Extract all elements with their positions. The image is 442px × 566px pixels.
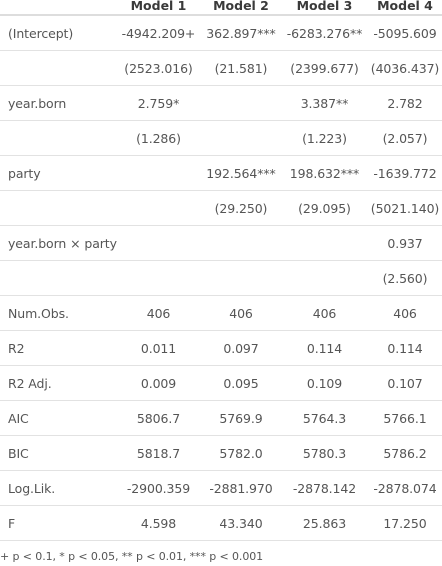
table-cell: 5764.3 xyxy=(281,401,368,436)
table-cell: 2.759* xyxy=(116,86,201,121)
table-cell: 0.109 xyxy=(281,366,368,401)
table-cell: 0.011 xyxy=(116,331,201,366)
table-cell: (2523.016) xyxy=(116,51,201,86)
table-cell: (1.223) xyxy=(281,121,368,156)
row-label: R2 Adj. xyxy=(0,366,116,401)
table-row: (29.250) (29.095) (5021.140) xyxy=(0,191,442,226)
row-label xyxy=(0,261,116,296)
table-cell xyxy=(201,226,281,261)
table-cell: 0.009 xyxy=(116,366,201,401)
table-row: AIC 5806.7 5769.9 5764.3 5766.1 xyxy=(0,401,442,436)
table-cell: 0.114 xyxy=(281,331,368,366)
row-label: party xyxy=(0,156,116,191)
table-cell: 406 xyxy=(116,296,201,331)
table-cell: 43.340 xyxy=(201,506,281,541)
header-stub xyxy=(0,0,116,15)
table-cell: 406 xyxy=(201,296,281,331)
table-cell: -1639.772 xyxy=(368,156,442,191)
table-cell: 406 xyxy=(281,296,368,331)
table-cell: 198.632*** xyxy=(281,156,368,191)
row-label: BIC xyxy=(0,436,116,471)
table-row: R2 Adj. 0.009 0.095 0.109 0.107 xyxy=(0,366,442,401)
table-row: (2.560) xyxy=(0,261,442,296)
table-cell: (29.095) xyxy=(281,191,368,226)
table-cell: 406 xyxy=(368,296,442,331)
table-cell: 3.387** xyxy=(281,86,368,121)
table-cell: 5766.1 xyxy=(368,401,442,436)
table-row: Num.Obs. 406 406 406 406 xyxy=(0,296,442,331)
table-cell: 192.564*** xyxy=(201,156,281,191)
table-cell: -6283.276** xyxy=(281,15,368,51)
header-model-4: Model 4 xyxy=(368,0,442,15)
row-label: (Intercept) xyxy=(0,15,116,51)
table-row: F 4.598 43.340 25.863 17.250 xyxy=(0,506,442,541)
table-cell: -2900.359 xyxy=(116,471,201,506)
row-label xyxy=(0,191,116,226)
table-row: (Intercept) -4942.209+ 362.897*** -6283.… xyxy=(0,15,442,51)
row-label: Num.Obs. xyxy=(0,296,116,331)
table-cell: -2878.142 xyxy=(281,471,368,506)
table-row: year.born × party 0.937 xyxy=(0,226,442,261)
table-cell: (2.057) xyxy=(368,121,442,156)
table-cell: 25.863 xyxy=(281,506,368,541)
table-cell: (2399.677) xyxy=(281,51,368,86)
table-cell xyxy=(201,261,281,296)
table-cell: 362.897*** xyxy=(201,15,281,51)
significance-footnote: + p < 0.1, * p < 0.05, ** p < 0.01, *** … xyxy=(0,550,263,563)
table-cell: 0.095 xyxy=(201,366,281,401)
table-cell: 5782.0 xyxy=(201,436,281,471)
table-cell xyxy=(201,86,281,121)
table-cell: (29.250) xyxy=(201,191,281,226)
table-cell xyxy=(116,261,201,296)
table-cell: 2.782 xyxy=(368,86,442,121)
row-label: year.born × party xyxy=(0,226,116,261)
table-cell: (2.560) xyxy=(368,261,442,296)
table-cell xyxy=(116,226,201,261)
row-label: Log.Lik. xyxy=(0,471,116,506)
table-row: R2 0.011 0.097 0.114 0.114 xyxy=(0,331,442,366)
table-cell: 5780.3 xyxy=(281,436,368,471)
table-cell: 0.114 xyxy=(368,331,442,366)
row-label: R2 xyxy=(0,331,116,366)
table-row: year.born 2.759* 3.387** 2.782 xyxy=(0,86,442,121)
table-cell: 5806.7 xyxy=(116,401,201,436)
header-model-1: Model 1 xyxy=(116,0,201,15)
table-row: Log.Lik. -2900.359 -2881.970 -2878.142 -… xyxy=(0,471,442,506)
table-cell: 5786.2 xyxy=(368,436,442,471)
table-cell xyxy=(116,191,201,226)
table-cell: 0.107 xyxy=(368,366,442,401)
table-row: (2523.016) (21.581) (2399.677) (4036.437… xyxy=(0,51,442,86)
table-cell: -2881.970 xyxy=(201,471,281,506)
table-cell: (21.581) xyxy=(201,51,281,86)
regression-table: Model 1 Model 2 Model 3 Model 4 (Interce… xyxy=(0,0,442,541)
table-cell xyxy=(281,261,368,296)
table-cell xyxy=(201,121,281,156)
table-cell: -4942.209+ xyxy=(116,15,201,51)
table-cell: (4036.437) xyxy=(368,51,442,86)
table-cell: 5818.7 xyxy=(116,436,201,471)
table-cell: -2878.074 xyxy=(368,471,442,506)
header-model-3: Model 3 xyxy=(281,0,368,15)
row-label: year.born xyxy=(0,86,116,121)
table-cell xyxy=(281,226,368,261)
table-cell: 5769.9 xyxy=(201,401,281,436)
table-cell: 4.598 xyxy=(116,506,201,541)
row-label xyxy=(0,51,116,86)
row-label: F xyxy=(0,506,116,541)
row-label: AIC xyxy=(0,401,116,436)
table-row: BIC 5818.7 5782.0 5780.3 5786.2 xyxy=(0,436,442,471)
table-cell: 17.250 xyxy=(368,506,442,541)
table-row: (1.286) (1.223) (2.057) xyxy=(0,121,442,156)
table-cell: (1.286) xyxy=(116,121,201,156)
table-cell: 0.937 xyxy=(368,226,442,261)
table-cell: -5095.609 xyxy=(368,15,442,51)
row-label xyxy=(0,121,116,156)
header-model-2: Model 2 xyxy=(201,0,281,15)
table-cell xyxy=(116,156,201,191)
header-row: Model 1 Model 2 Model 3 Model 4 xyxy=(0,0,442,15)
table-row: party 192.564*** 198.632*** -1639.772 xyxy=(0,156,442,191)
table-cell: 0.097 xyxy=(201,331,281,366)
table-cell: (5021.140) xyxy=(368,191,442,226)
